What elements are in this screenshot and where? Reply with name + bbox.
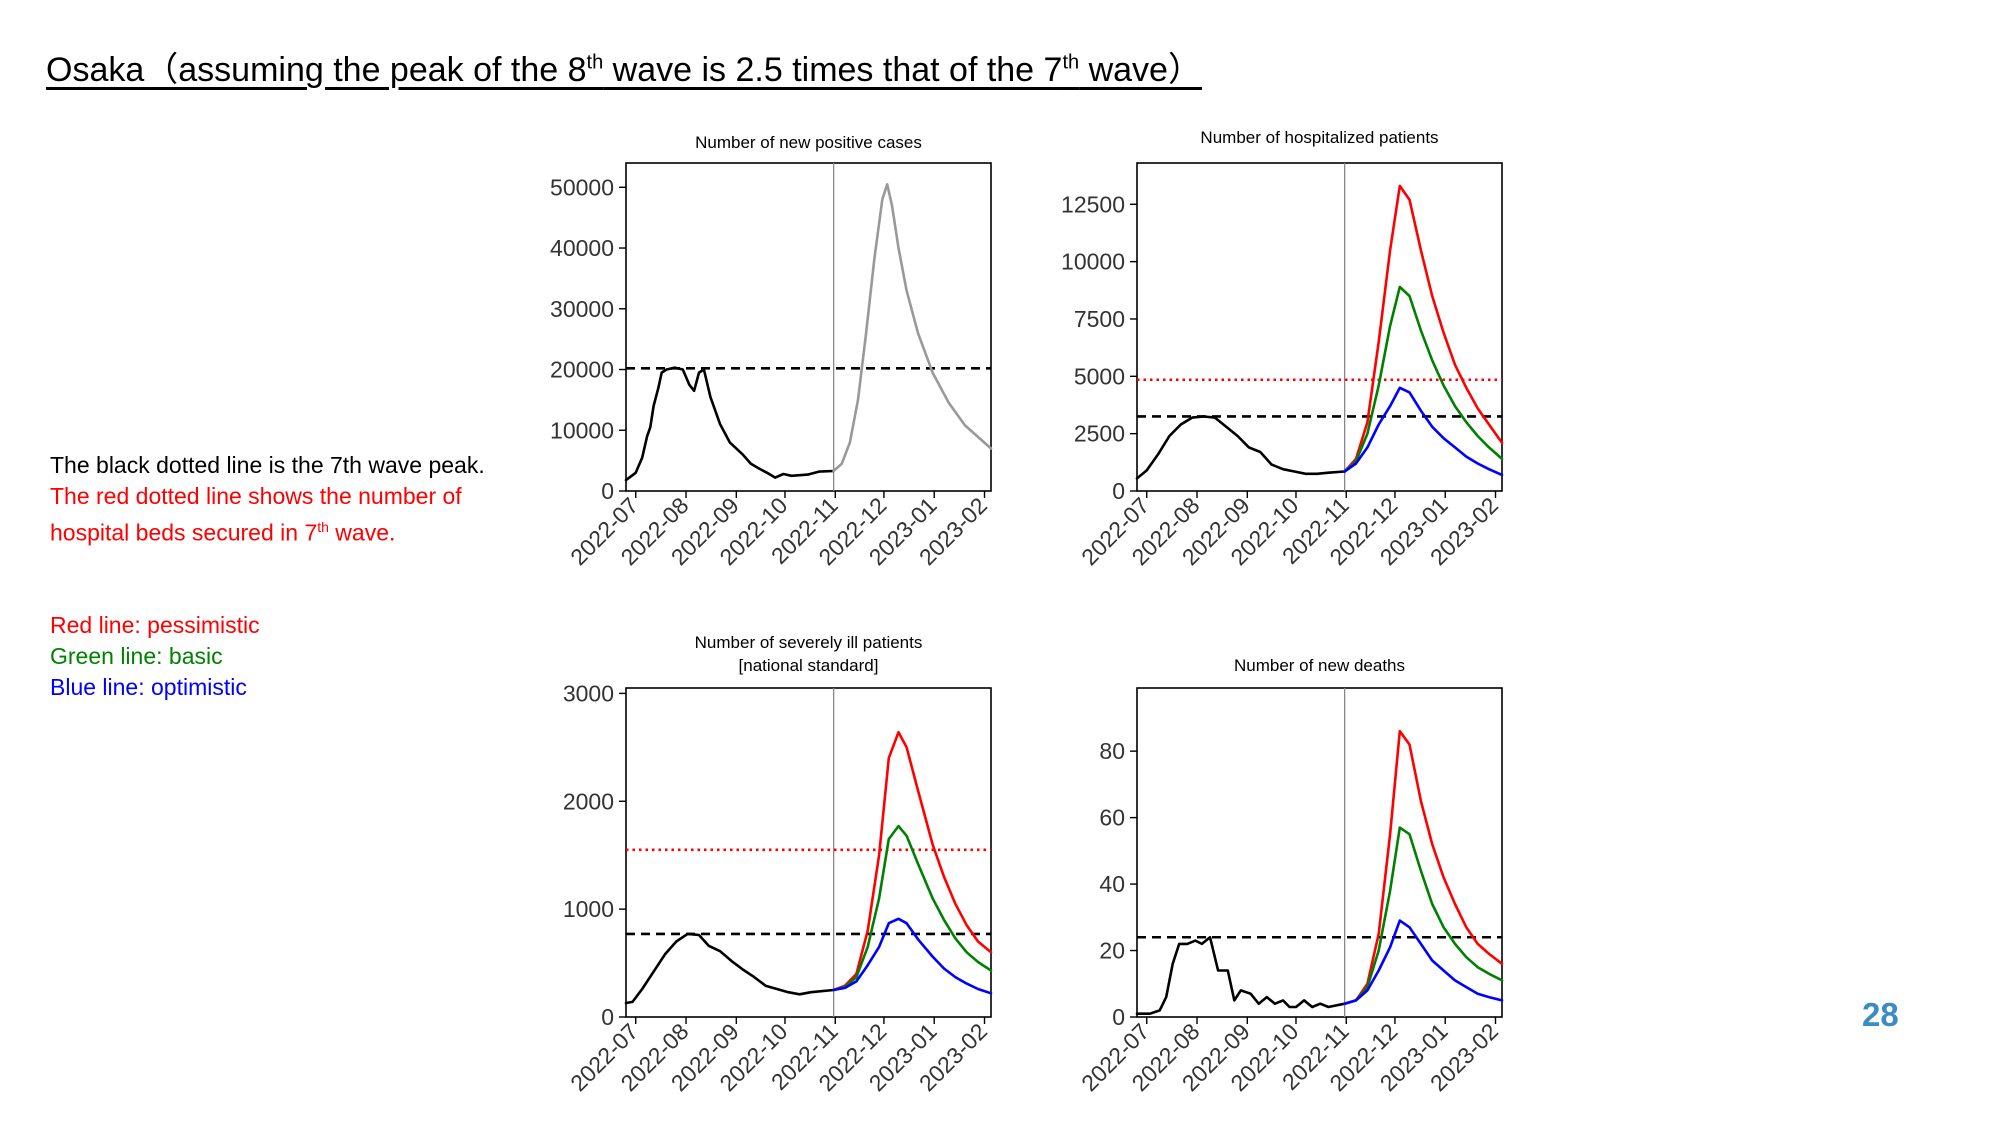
hospitalized-y-tick-label: 5000 xyxy=(1074,363,1125,389)
deaths-series-observed xyxy=(1135,935,1346,1016)
deaths-series-pessimistic xyxy=(1343,729,1504,1006)
hospitalized-y-tick-label: 7500 xyxy=(1074,306,1125,332)
cases-y-tick-label: 30000 xyxy=(550,296,614,322)
hospitalized-series-pessimistic xyxy=(1343,184,1504,473)
scenario-legend: Red line: pessimistic Green line: basic … xyxy=(50,610,260,703)
legend-optimistic: Blue line: optimistic xyxy=(50,674,247,700)
severe-title-line-2: [national standard] xyxy=(739,656,879,675)
severe-y-tick-label: 2000 xyxy=(563,788,614,814)
cases-series-observed xyxy=(624,366,835,482)
severe-series-pessimistic xyxy=(832,730,993,992)
hospitalized-series-basic xyxy=(1343,285,1504,473)
hospitalized-title-line-1: Number of hospitalized patients xyxy=(1200,128,1438,147)
hospitalized-series-optimistic xyxy=(1343,386,1504,477)
cases-title-line-1: Number of new positive cases xyxy=(695,133,922,152)
deaths-y-tick-label: 0 xyxy=(1112,1004,1125,1030)
severe-series-observed xyxy=(624,932,835,1005)
note-red-2a: hospital beds secured in 7 xyxy=(50,519,318,546)
hospitalized-plot-frame xyxy=(1136,162,1503,492)
note-red-line-2: hospital beds secured in 7th wave. xyxy=(50,512,485,549)
deaths-series-optimistic xyxy=(1343,919,1504,1006)
cases-y-tick-label: 40000 xyxy=(550,235,614,261)
severe-y-tick-label: 3000 xyxy=(563,680,614,706)
cases-series-projection xyxy=(832,183,993,473)
cases-y-tick-label: 10000 xyxy=(550,417,614,443)
hospitalized-series-observed xyxy=(1135,415,1346,480)
severe-plot-frame xyxy=(625,687,992,1018)
severe-y-tick-label: 1000 xyxy=(563,896,614,922)
legend-basic: Green line: basic xyxy=(50,643,223,669)
cases-y-tick-label: 20000 xyxy=(550,357,614,383)
hospitalized-y-tick-label: 10000 xyxy=(1061,249,1125,275)
title-superscript-2: th xyxy=(1062,51,1080,74)
legend-pessimistic: Red line: pessimistic xyxy=(50,612,260,638)
note-black-line: The black dotted line is the 7th wave pe… xyxy=(50,452,485,478)
severe-y-tick-label: 0 xyxy=(601,1004,614,1030)
severe-series-basic xyxy=(832,824,993,992)
deaths-title-line-1: Number of new deaths xyxy=(1234,656,1405,675)
severe-title-line-1: Number of severely ill patients xyxy=(695,633,923,652)
title-suffix: wave） xyxy=(1079,51,1202,89)
note-red-line-1: The red dotted line shows the number of xyxy=(50,483,462,509)
hospitalized-y-tick-label: 12500 xyxy=(1061,191,1125,217)
note-red-2-superscript: th xyxy=(317,519,329,535)
deaths-plot-frame xyxy=(1136,687,1503,1018)
deaths-y-tick-label: 60 xyxy=(1099,805,1125,831)
deaths-y-tick-label: 20 xyxy=(1099,938,1125,964)
hospitalized-y-tick-label: 0 xyxy=(1112,478,1125,504)
deaths-y-tick-label: 80 xyxy=(1099,738,1125,764)
note-red-2b: wave. xyxy=(328,519,396,546)
title-middle: wave is 2.5 times that of the 7 xyxy=(603,51,1063,89)
cases-y-tick-label: 0 xyxy=(601,478,614,504)
title-superscript-1: th xyxy=(586,51,604,74)
deaths-y-tick-label: 40 xyxy=(1099,871,1125,897)
cases-y-tick-label: 50000 xyxy=(550,174,614,200)
hospitalized-y-tick-label: 2500 xyxy=(1074,421,1125,447)
notes-block: The black dotted line is the 7th wave pe… xyxy=(50,450,485,549)
title-prefix: Osaka（assuming the peak of the 8 xyxy=(46,51,587,89)
slide-title: Osaka（assuming the peak of the 8th wave … xyxy=(46,42,1202,91)
deaths-series-basic xyxy=(1343,826,1504,1006)
page-number: 28 xyxy=(1862,996,1899,1033)
severe-series-optimistic xyxy=(832,917,993,995)
cases-plot-frame xyxy=(625,162,992,492)
